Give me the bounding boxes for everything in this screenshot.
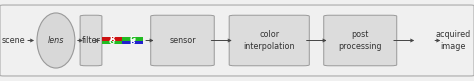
Text: R: R	[109, 36, 115, 42]
Bar	[102, 40, 122, 44]
Text: acquired
image: acquired image	[435, 30, 470, 51]
FancyBboxPatch shape	[229, 15, 309, 66]
Bar	[122, 37, 143, 40]
Text: filter: filter	[82, 36, 100, 45]
Bar	[102, 37, 122, 40]
FancyBboxPatch shape	[80, 15, 102, 66]
Text: post
processing: post processing	[338, 30, 382, 51]
Text: B: B	[130, 39, 135, 45]
FancyBboxPatch shape	[324, 15, 397, 66]
Text: G: G	[109, 39, 115, 45]
Text: scene: scene	[1, 36, 25, 45]
Text: lens: lens	[48, 36, 64, 45]
Ellipse shape	[37, 13, 75, 68]
FancyBboxPatch shape	[151, 15, 214, 66]
Text: G: G	[129, 36, 136, 42]
Text: sensor: sensor	[169, 36, 196, 45]
Bar	[122, 40, 143, 44]
Text: color
interpolation: color interpolation	[244, 30, 295, 51]
FancyBboxPatch shape	[0, 5, 474, 76]
